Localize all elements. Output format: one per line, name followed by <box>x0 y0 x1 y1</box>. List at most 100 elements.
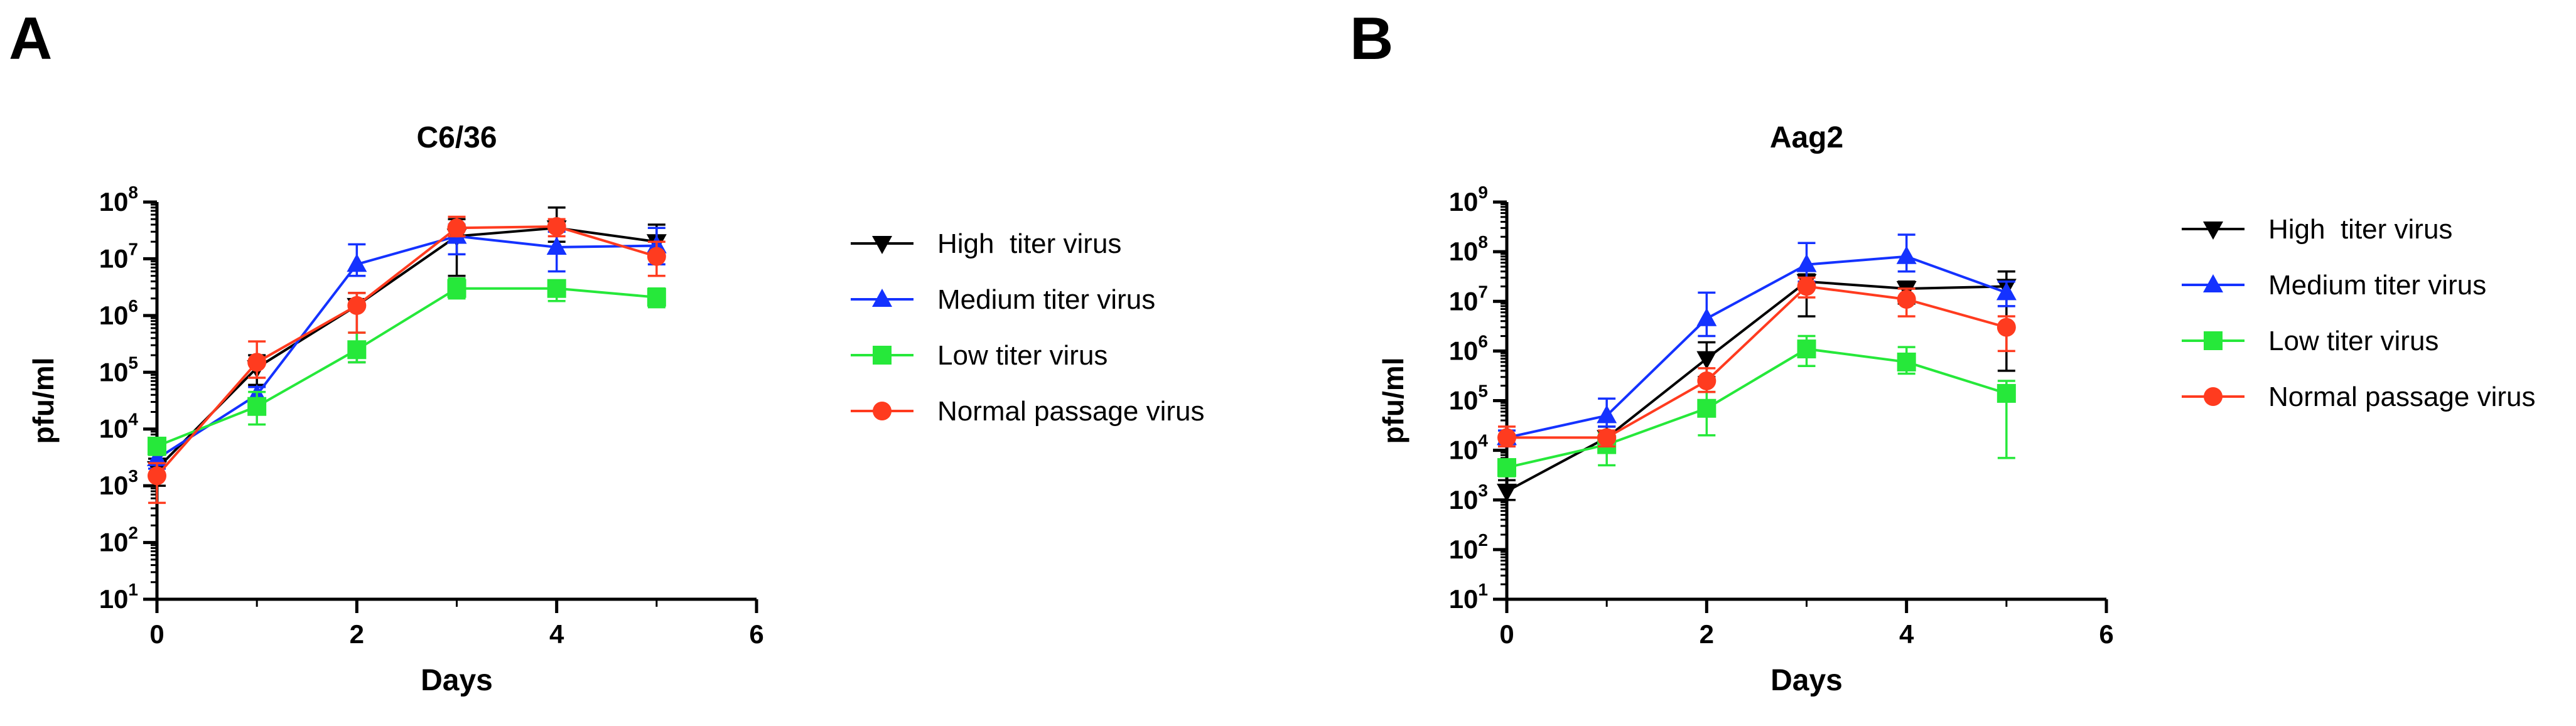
y-tick-base: 10 <box>1449 187 1479 216</box>
panel-letter-b: B <box>1350 5 1394 72</box>
y-tick-exponent: 6 <box>1478 331 1488 351</box>
chart-title: C6/36 <box>416 121 497 154</box>
y-tick-base: 10 <box>99 471 129 500</box>
data-point <box>447 279 466 298</box>
legend-marker-normal-passage-virus <box>873 402 892 420</box>
y-tick-label: 104 <box>99 410 139 444</box>
data-point <box>148 436 166 456</box>
series-line-medium-titer-virus <box>1506 255 2007 439</box>
y-tick-label: 106 <box>99 296 138 330</box>
y-tick-base: 10 <box>1449 584 1479 614</box>
legend-label-normal-passage-virus: Normal passage virus <box>2268 382 2536 412</box>
y-tick-base: 10 <box>1449 386 1479 415</box>
series-line-low-titer-virus <box>1506 348 2007 469</box>
y-tick-exponent: 8 <box>128 183 138 202</box>
y-tick-label: 109 <box>1449 183 1488 216</box>
data-point <box>546 236 567 255</box>
data-point <box>347 340 367 360</box>
y-tick-base: 10 <box>99 301 129 330</box>
y-tick-label: 108 <box>99 183 138 216</box>
x-tick-label: 0 <box>149 619 164 649</box>
data-point <box>447 218 466 238</box>
y-tick-label: 105 <box>1449 382 1488 415</box>
legend-marker-low-titer-virus <box>873 346 892 365</box>
data-point <box>1597 405 1617 424</box>
y-axis-label: pfu/ml <box>1377 358 1409 444</box>
data-point <box>1896 245 1917 264</box>
y-tick-base: 10 <box>1449 237 1479 266</box>
y-tick-exponent: 7 <box>1478 282 1488 301</box>
y-tick-exponent: 5 <box>1478 382 1488 401</box>
y-tick-label: 107 <box>99 239 138 273</box>
data-point <box>1897 289 1916 309</box>
y-tick-label: 105 <box>99 353 138 387</box>
series-line-medium-titer-virus <box>156 235 657 460</box>
series-line-low-titer-virus <box>156 287 657 447</box>
data-point <box>647 247 666 266</box>
x-tick-label: 6 <box>749 619 763 649</box>
y-tick-exponent: 2 <box>1478 530 1488 550</box>
x-tick-label: 0 <box>1499 619 1514 649</box>
x-tick-label: 2 <box>1700 619 1714 649</box>
data-point <box>1696 307 1717 326</box>
legend-label-high-titer-virus: High titer virus <box>2268 214 2452 245</box>
y-tick-exponent: 1 <box>1478 580 1488 599</box>
legend-marker-normal-passage-virus <box>2204 387 2223 406</box>
series-high-titer-virus <box>1497 270 2017 502</box>
legend: High titer virus Medium titer virus Low ti… <box>851 228 1205 427</box>
data-point <box>1696 351 1717 370</box>
series-line-normal-passage-virus <box>156 225 657 477</box>
legend-marker-high-titer-virus <box>2203 222 2223 240</box>
y-tick-exponent: 4 <box>1478 431 1488 451</box>
data-point <box>1996 282 2017 301</box>
y-tick-label: 101 <box>1449 580 1488 614</box>
legend-marker-low-titer-virus <box>2204 331 2223 350</box>
series-line-high-titer-virus <box>156 227 657 470</box>
series-medium-titer-virus <box>147 223 667 470</box>
y-tick-label: 102 <box>99 523 138 557</box>
y-tick-exponent: 1 <box>128 580 138 599</box>
data-point <box>1796 254 1817 272</box>
y-tick-exponent: 7 <box>128 239 138 259</box>
data-point <box>148 466 166 486</box>
data-point <box>247 397 267 416</box>
data-point <box>1997 318 2016 337</box>
y-tick-base: 10 <box>99 187 129 216</box>
data-point <box>1997 383 2016 403</box>
y-tick-label: 102 <box>1449 530 1488 564</box>
x-tick-label: 4 <box>1899 619 1914 649</box>
y-tick-label: 101 <box>99 580 138 614</box>
data-point <box>247 353 267 372</box>
data-point <box>1597 428 1617 447</box>
y-tick-label: 104 <box>1449 431 1489 465</box>
x-axis-label: Days <box>421 664 493 697</box>
data-point <box>147 447 167 466</box>
legend-label-normal-passage-virus: Normal passage virus <box>937 396 1205 427</box>
legend-label-medium-titer-virus: Medium titer virus <box>937 284 1155 315</box>
series-line-high-titer-virus <box>1506 280 2007 493</box>
data-point <box>1797 277 1816 296</box>
y-tick-exponent: 4 <box>128 410 138 429</box>
y-tick-exponent: 2 <box>128 523 138 543</box>
y-tick-label: 106 <box>1449 331 1488 365</box>
legend-label-medium-titer-virus: Medium titer virus <box>2268 270 2486 301</box>
y-tick-base: 10 <box>99 243 129 273</box>
y-tick-base: 10 <box>99 528 129 557</box>
legend-marker-medium-titer-virus <box>2203 274 2223 292</box>
legend: High titer virus Medium titer virus Low ti… <box>2182 214 2536 412</box>
y-tick-label: 108 <box>1449 232 1488 266</box>
data-point <box>347 296 367 315</box>
data-point <box>1497 428 1516 447</box>
y-tick-label: 107 <box>1449 282 1488 316</box>
y-tick-base: 10 <box>1449 485 1479 515</box>
x-tick-label: 2 <box>350 619 364 649</box>
data-point <box>1497 483 1517 502</box>
y-tick-label: 103 <box>1449 481 1488 515</box>
series-medium-titer-virus <box>1497 233 2017 448</box>
x-axis-label: Days <box>1770 664 1843 697</box>
y-tick-base: 10 <box>99 584 129 614</box>
legend-label-low-titer-virus: Low titer virus <box>937 340 1107 371</box>
y-tick-base: 10 <box>1449 535 1479 564</box>
